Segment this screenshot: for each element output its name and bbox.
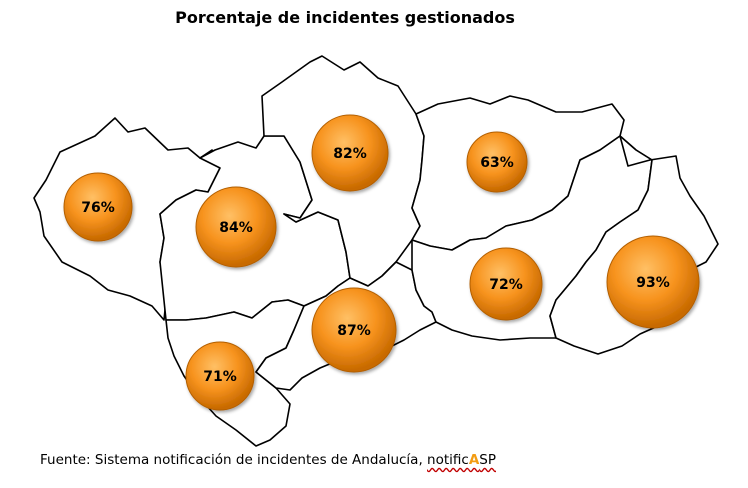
bubble-circle-granada xyxy=(469,247,543,321)
bubble-label-cordoba: 82% xyxy=(333,146,367,162)
bubble-huelva: 76% xyxy=(63,172,133,242)
source-brand-accent: A xyxy=(468,452,480,468)
bubble-circle-sevilla xyxy=(195,186,277,268)
bubble-label-jaen: 63% xyxy=(480,155,514,171)
bubble-circle-cadiz xyxy=(185,341,255,411)
bubble-circle-cordoba xyxy=(311,114,389,192)
source-brand-part1: notific xyxy=(427,452,469,468)
bubble-label-granada: 72% xyxy=(489,277,523,293)
bubble-cadiz: 71% xyxy=(185,341,255,411)
bubble-circle-jaen xyxy=(466,131,528,193)
source-note: Fuente: Sistema notificación de incident… xyxy=(40,452,496,468)
bubble-layer: 76% 84% 82% 63% 71% 87% 72% 93% xyxy=(63,114,700,411)
bubble-cordoba: 82% xyxy=(311,114,389,192)
bubble-jaen: 63% xyxy=(466,131,528,193)
bubble-granada: 72% xyxy=(469,247,543,321)
bubble-label-malaga: 87% xyxy=(337,323,371,339)
bubble-label-huelva: 76% xyxy=(81,200,115,216)
bubble-label-almeria: 93% xyxy=(636,275,670,291)
bubble-label-sevilla: 84% xyxy=(219,220,253,236)
bubble-label-cadiz: 71% xyxy=(203,369,237,385)
bubble-almeria: 93% xyxy=(606,235,700,329)
bubble-circle-huelva xyxy=(63,172,133,242)
bubble-circle-almeria xyxy=(606,235,700,329)
source-brand-part2: SP xyxy=(479,452,496,468)
source-prefix: Fuente: Sistema notificación de incident… xyxy=(40,452,428,468)
map-title: Porcentaje de incidentes gestionados xyxy=(175,8,515,27)
bubble-sevilla: 84% xyxy=(195,186,277,268)
bubble-malaga: 87% xyxy=(311,287,397,373)
source-brand: notificASP xyxy=(427,452,496,468)
province-shapes xyxy=(33,55,719,447)
bubble-circle-malaga xyxy=(311,287,397,373)
